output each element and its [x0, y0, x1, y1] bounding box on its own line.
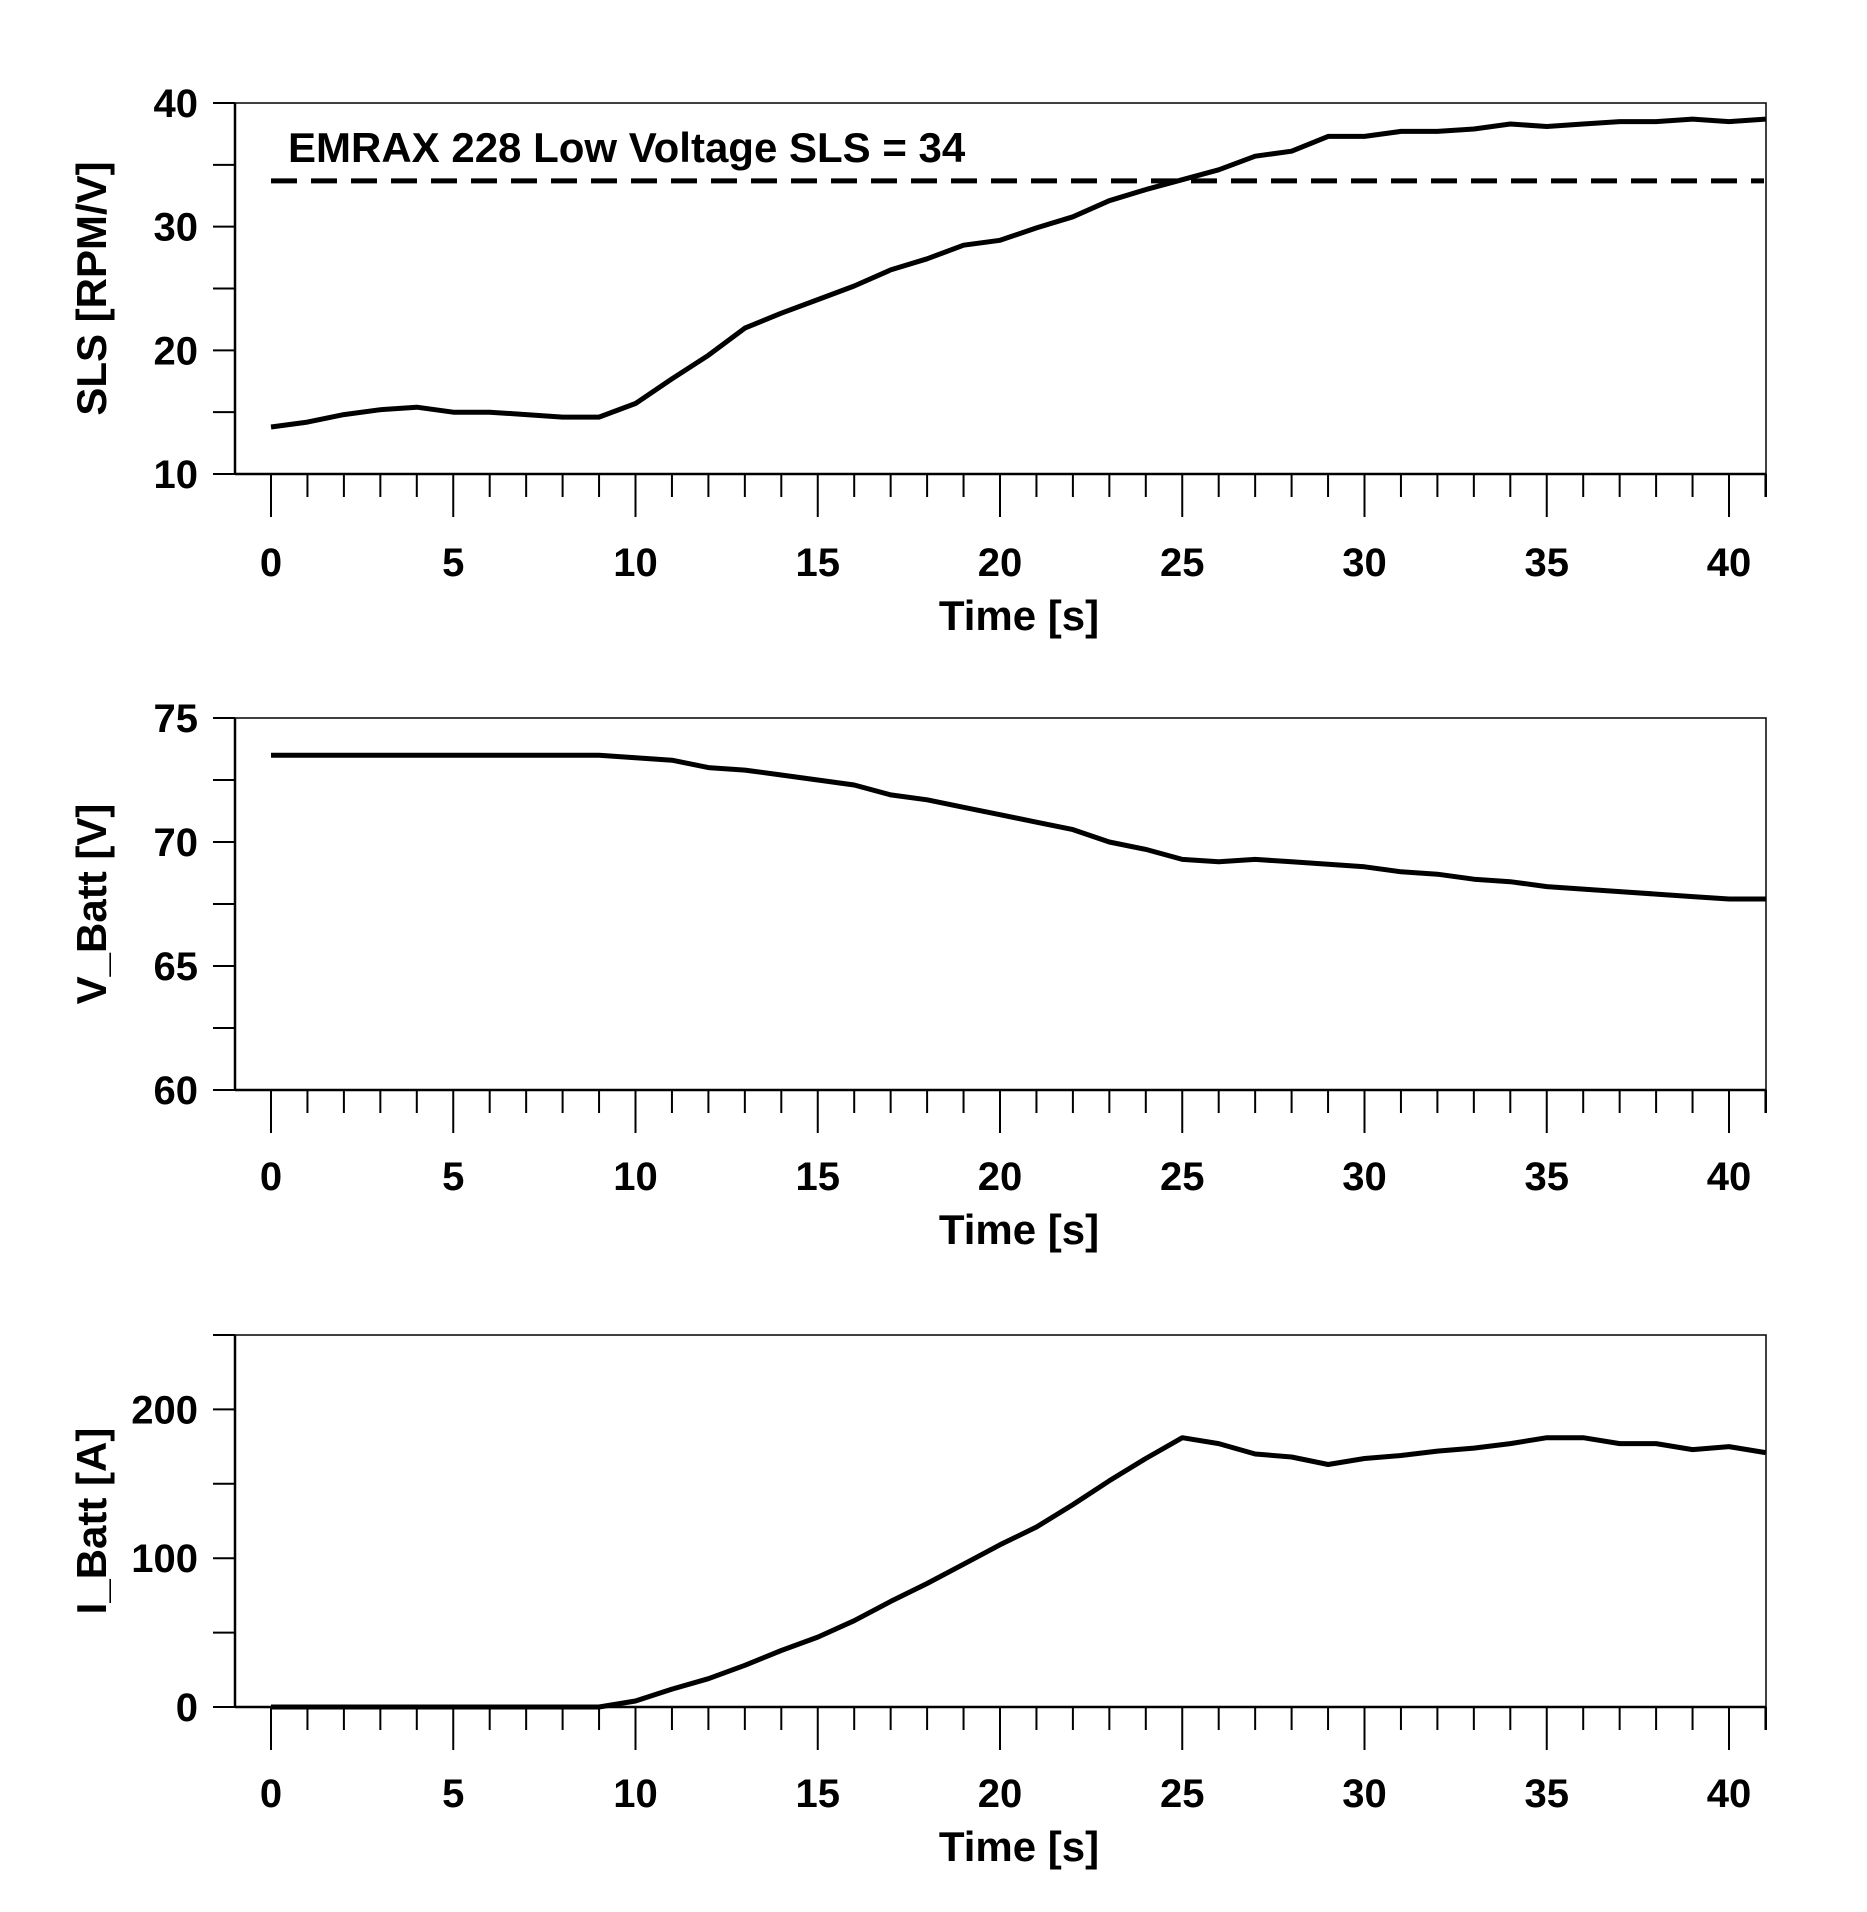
sls-x-tick-label: 40 [1707, 541, 1752, 585]
vbatt-x-tick-label: 20 [978, 1155, 1023, 1199]
vbatt-y-tick-labels: 60 65 70 75 [154, 697, 199, 1113]
sls-x-tick-label: 20 [978, 541, 1023, 585]
sls-x-major-ticks [270, 474, 1730, 517]
ibatt-y-axis-title: I_Batt [A] [68, 1428, 115, 1615]
vbatt-y-tick-label: 60 [154, 1069, 199, 1113]
vbatt-x-tick-labels: 0 5 10 15 20 25 30 35 40 [260, 1155, 1751, 1199]
sls-panel: EMRAX 228 Low Voltage SLS = 34 0 5 10 15 20 2… [68, 82, 1767, 639]
vbatt-y-axis-title: V_Batt [V] [68, 804, 115, 1005]
sls-y-tick-label: 20 [154, 329, 199, 373]
vbatt-y-tick-label: 65 [154, 945, 199, 989]
vbatt-x-major-ticks [270, 1090, 1730, 1133]
sls-x-tick-label: 30 [1342, 541, 1387, 585]
sls-y-tick-label: 40 [154, 82, 199, 126]
ibatt-x-tick-label: 40 [1707, 1772, 1752, 1816]
ibatt-y-tick-label: 200 [131, 1388, 198, 1432]
vbatt-y-tick-label: 70 [154, 821, 199, 865]
ibatt-x-tick-label: 15 [796, 1772, 841, 1816]
sls-x-tick-label: 15 [796, 541, 841, 585]
sls-x-axis-title: Time [s] [939, 592, 1099, 639]
vbatt-y-tick-label: 75 [154, 697, 199, 741]
vbatt-x-tick-label: 0 [260, 1155, 282, 1199]
ibatt-x-tick-label: 35 [1525, 1772, 1570, 1816]
ibatt-x-axis-title: Time [s] [939, 1823, 1099, 1870]
sls-y-tick-label: 30 [154, 206, 199, 250]
vbatt-x-tick-label: 40 [1707, 1155, 1752, 1199]
ibatt-x-major-ticks [270, 1707, 1730, 1750]
sls-x-tick-label: 25 [1160, 541, 1205, 585]
vbatt-x-minor-ticks [306, 1090, 1767, 1113]
vbatt-x-axis-title: Time [s] [939, 1206, 1099, 1253]
ibatt-x-tick-labels: 0 5 10 15 20 25 30 35 40 [260, 1772, 1751, 1816]
sls-x-tick-labels: 0 5 10 15 20 25 30 35 40 [260, 541, 1751, 585]
vbatt-y-ticks [213, 717, 235, 1091]
ibatt-y-tick-labels: 0 100 200 [131, 1388, 198, 1730]
sls-x-tick-label: 5 [442, 541, 464, 585]
vbatt-x-tick-label: 30 [1342, 1155, 1387, 1199]
vbatt-x-tick-label: 25 [1160, 1155, 1205, 1199]
vbatt-series-line [271, 752, 1766, 902]
ibatt-y-tick-label: 100 [131, 1537, 198, 1581]
sls-x-minor-ticks [306, 474, 1767, 497]
ibatt-x-tick-label: 25 [1160, 1772, 1205, 1816]
sls-y-tick-labels: 10 20 30 40 [154, 82, 199, 497]
sls-y-tick-label: 10 [154, 453, 199, 497]
sls-y-axis-title: SLS [RPM/V] [68, 161, 115, 415]
ibatt-x-minor-ticks [306, 1707, 1767, 1730]
ibatt-x-tick-label: 20 [978, 1772, 1023, 1816]
ibatt-y-tick-label: 0 [176, 1686, 198, 1730]
sls-x-tick-label: 35 [1525, 541, 1570, 585]
sls-reference-annotation: EMRAX 228 Low Voltage SLS = 34 [288, 124, 966, 171]
ibatt-y-ticks [213, 1334, 235, 1708]
vbatt-x-tick-label: 15 [796, 1155, 841, 1199]
vbatt-panel: 0 5 10 15 20 25 30 35 40 60 65 70 75 Time [s] V_Bat… [68, 697, 1767, 1253]
ibatt-x-tick-label: 0 [260, 1772, 282, 1816]
ibatt-x-tick-label: 5 [442, 1772, 464, 1816]
sls-series-line [270, 116, 1766, 430]
ibatt-panel: 0 5 10 15 20 25 30 35 40 0 100 200 Time [s] I_Batt… [68, 1334, 1767, 1870]
vbatt-x-tick-label: 35 [1525, 1155, 1570, 1199]
sls-x-tick-label: 10 [613, 541, 658, 585]
sls-y-ticks [213, 102, 235, 475]
vbatt-x-tick-label: 5 [442, 1155, 464, 1199]
ibatt-x-tick-label: 30 [1342, 1772, 1387, 1816]
sls-x-tick-label: 0 [260, 541, 282, 585]
ibatt-x-tick-label: 10 [613, 1772, 658, 1816]
vbatt-x-tick-label: 10 [613, 1155, 658, 1199]
